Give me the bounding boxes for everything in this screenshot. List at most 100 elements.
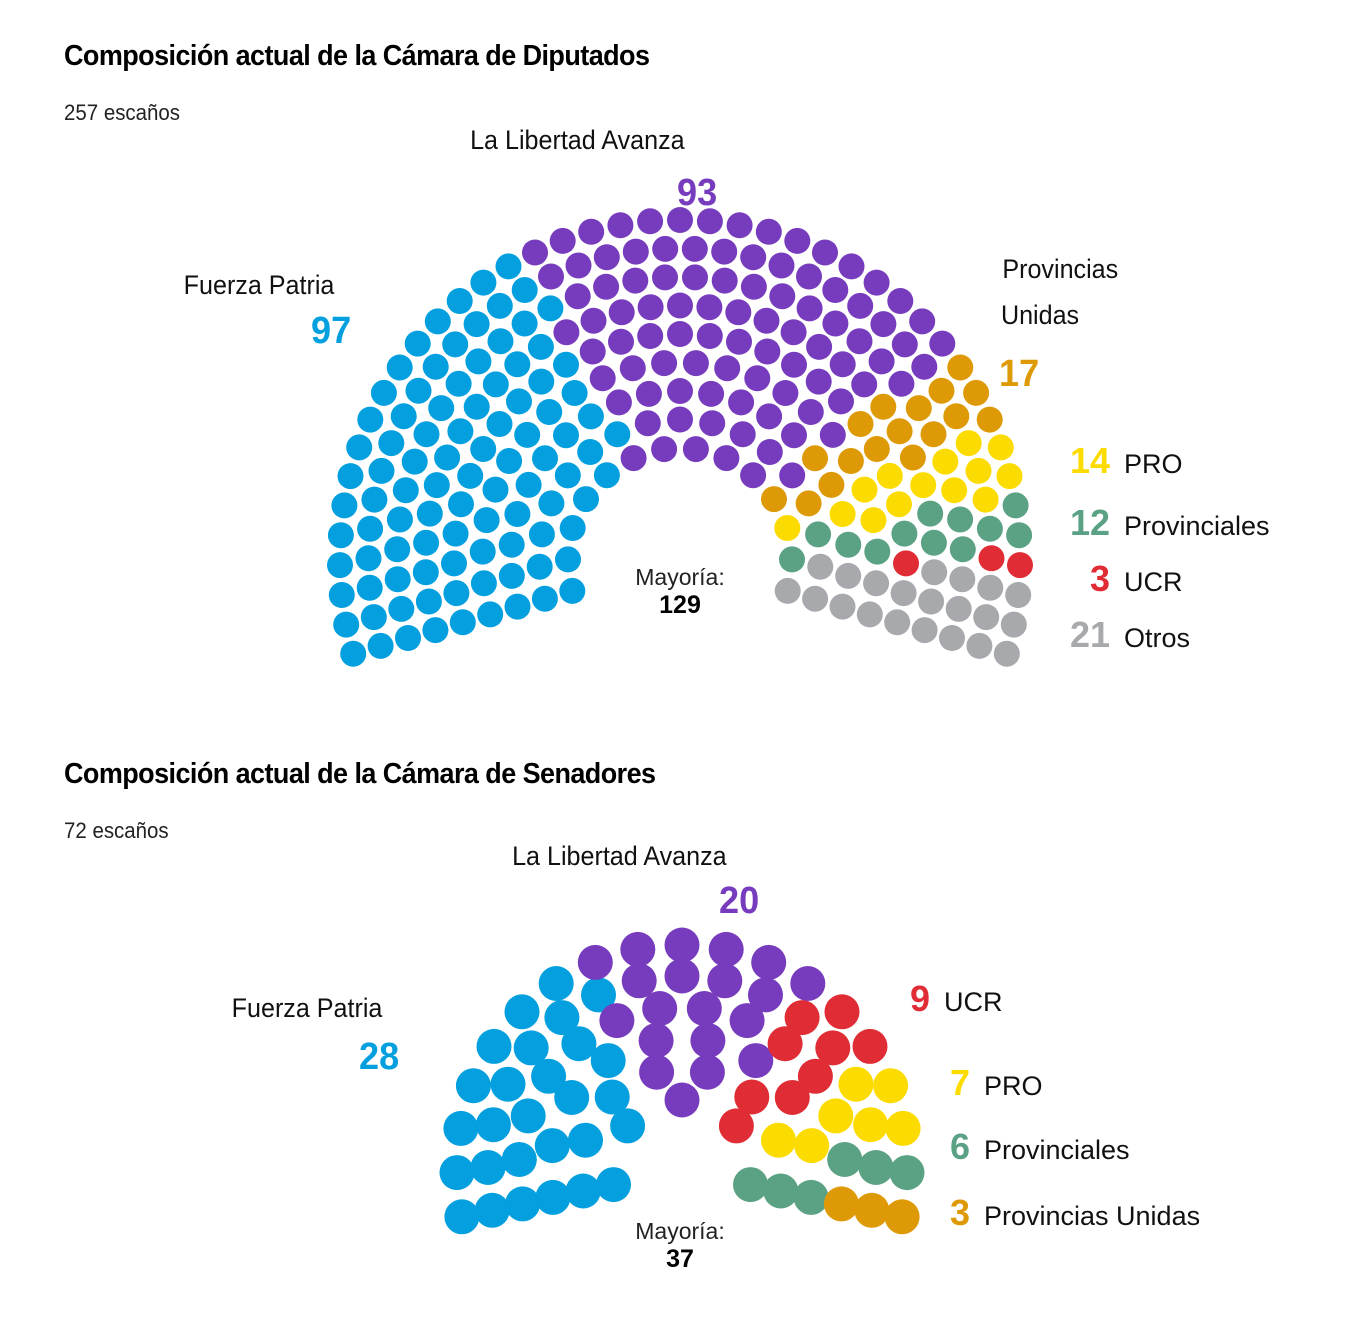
seat: [696, 323, 723, 349]
seat: [620, 445, 647, 472]
seat: [824, 994, 860, 1030]
seat: [531, 1058, 567, 1094]
seat: [884, 1199, 920, 1235]
seat: [827, 1142, 863, 1177]
seat: [947, 506, 974, 533]
seat: [667, 292, 693, 319]
seat: [390, 403, 417, 430]
seat: [412, 559, 439, 586]
seat: [413, 421, 440, 448]
seat: [506, 388, 532, 415]
seat: [573, 486, 599, 513]
seat: [378, 430, 405, 457]
seat: [544, 1000, 580, 1036]
seat: [823, 1186, 859, 1222]
dip-label-pu-num: 17: [999, 353, 1040, 395]
seat: [920, 529, 947, 556]
seat: [531, 585, 558, 612]
seat: [361, 486, 388, 513]
seat: [796, 295, 823, 322]
seat: [756, 439, 783, 465]
seat: [504, 501, 531, 527]
seat: [889, 1155, 925, 1191]
seat: [910, 472, 937, 499]
seat: [405, 377, 432, 404]
seat: [423, 472, 450, 499]
seat: [796, 263, 822, 290]
seat: [863, 570, 890, 597]
seat: [748, 977, 783, 1013]
seat: [837, 448, 864, 474]
seat: [447, 418, 474, 445]
seat: [978, 545, 1005, 572]
seat: [947, 354, 974, 381]
sen-legend-prov-num: 6: [949, 1126, 970, 1167]
seat: [718, 1108, 754, 1144]
seat: [784, 1000, 820, 1036]
seat: [565, 1173, 601, 1209]
seat: [620, 931, 656, 967]
seat: [815, 1030, 851, 1066]
seat: [553, 422, 579, 449]
seat: [424, 308, 451, 335]
seat: [449, 609, 476, 636]
seat: [828, 388, 854, 415]
dip-legend-provinciales: 12 Provinciales: [1060, 502, 1270, 544]
seat: [608, 299, 635, 326]
seat: [682, 350, 709, 377]
seat: [664, 927, 700, 963]
seat: [885, 1110, 921, 1146]
seat: [441, 550, 467, 577]
seat: [941, 477, 968, 504]
seat: [774, 515, 801, 541]
seat: [708, 931, 744, 967]
seat: [635, 380, 662, 407]
seat: [738, 1043, 774, 1079]
seat: [949, 536, 976, 563]
seat: [652, 235, 679, 262]
seat: [596, 1167, 631, 1203]
seat: [966, 632, 993, 659]
dip-legend-pro: 14 PRO: [1060, 440, 1183, 482]
seat: [822, 277, 849, 303]
seat: [554, 1080, 590, 1115]
seat: [753, 307, 780, 334]
seat: [607, 212, 634, 239]
seat: [806, 333, 833, 360]
seat: [699, 410, 726, 437]
seat: [870, 311, 897, 338]
seat: [829, 593, 856, 620]
seat: [921, 559, 948, 586]
seat: [554, 462, 581, 489]
seat: [638, 1023, 674, 1059]
seat: [797, 399, 824, 425]
sen-legend-pu-num: 3: [949, 1192, 970, 1233]
seat: [870, 393, 897, 420]
seat: [356, 574, 383, 601]
dip-majority: Mayoría: 129: [610, 564, 750, 620]
seat: [858, 1150, 894, 1185]
seat: [340, 640, 367, 667]
seat: [522, 239, 548, 266]
dip-legend-prov-num: 12: [1069, 502, 1110, 543]
seat: [781, 351, 807, 378]
seat: [357, 515, 384, 542]
seat: [535, 1179, 571, 1215]
seat: [553, 351, 579, 378]
seat: [594, 1079, 630, 1115]
seat: [853, 1107, 889, 1143]
seat: [511, 310, 538, 337]
seat: [534, 1128, 570, 1164]
seat: [725, 299, 752, 326]
seat: [496, 448, 523, 474]
seat: [819, 421, 846, 448]
seat: [422, 353, 449, 380]
sen-legend-ucr: 9 UCR: [880, 978, 1003, 1020]
seat: [475, 1107, 511, 1143]
seat: [886, 491, 912, 518]
seat: [331, 492, 358, 519]
seat: [610, 1108, 646, 1144]
seat: [863, 269, 890, 296]
seat: [639, 1054, 675, 1090]
seat: [482, 371, 509, 398]
